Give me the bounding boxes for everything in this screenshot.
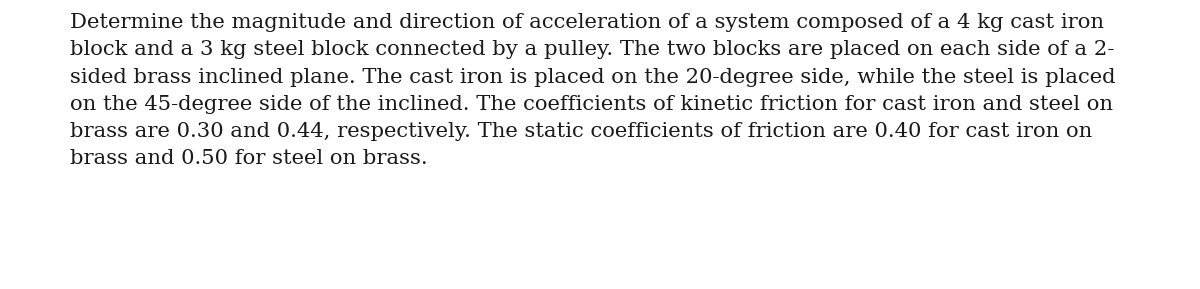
Text: Determine the magnitude and direction of acceleration of a system composed of a : Determine the magnitude and direction of… — [70, 13, 1115, 168]
